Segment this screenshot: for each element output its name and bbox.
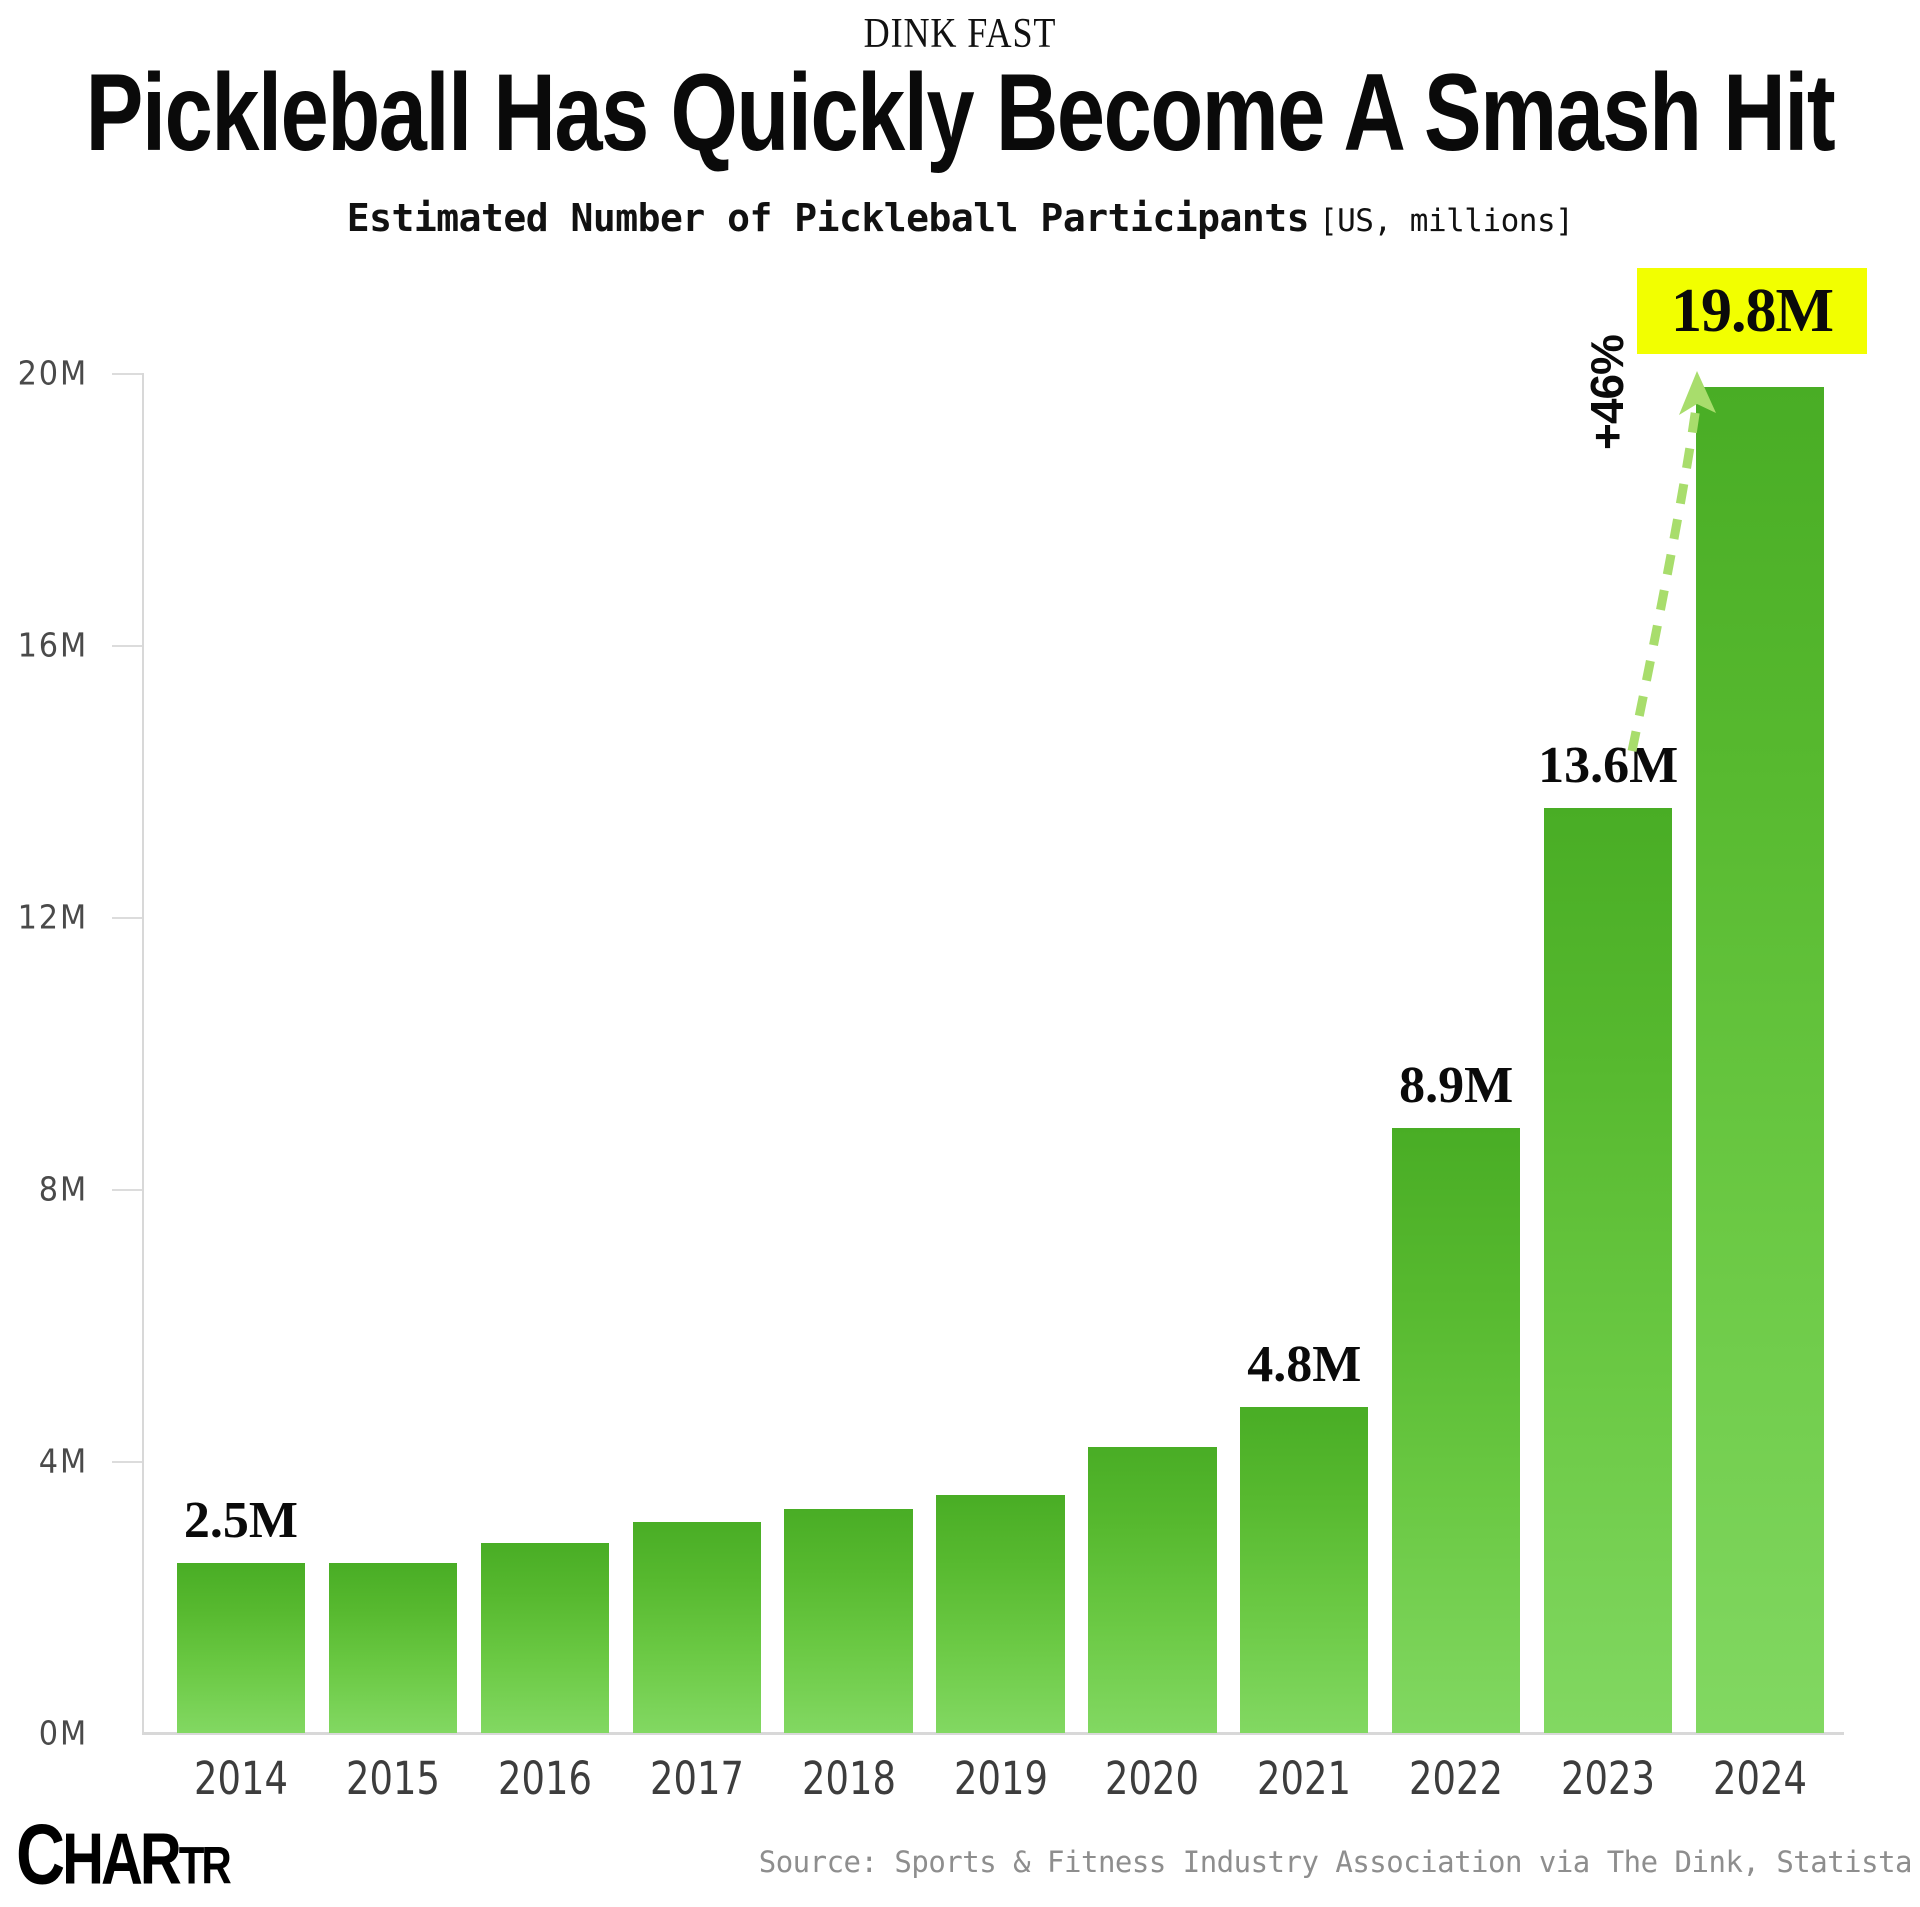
callout-value: 19.8M [1670,277,1834,345]
y-tick-mark [112,917,142,919]
bar-value-label: 8.9M [1399,1056,1514,1114]
growth-arrow-icon [1627,371,1716,752]
y-tick-label: 0M [38,1713,88,1753]
y-tick-mark [112,645,142,647]
x-tick-label: 2017 [649,1752,744,1805]
highlight-callout: 19.8M [1637,268,1867,354]
y-tick-label: 4M [38,1441,88,1481]
logo-letters-tr: TR [178,1835,232,1895]
chartr-logo: CHARTR [16,1812,232,1900]
kicker-text: DINK FAST [863,11,1057,57]
logo-letter-c: C [16,1807,65,1902]
x-tick-label: 2014 [193,1752,288,1805]
x-tick-label: 2023 [1561,1752,1656,1805]
subtitle: Estimated Number of Pickleball Participa… [0,196,1920,240]
bar-2015[interactable] [328,1563,458,1733]
logo-letters-har: HAR [62,1818,182,1900]
subtitle-main: Estimated Number of Pickleball Participa… [346,196,1310,240]
x-tick-label: 2018 [801,1752,896,1805]
bar-value-label: 13.6M [1538,737,1679,795]
y-tick-mark [112,373,142,375]
y-tick-mark [112,1189,142,1191]
page-title: Pickleball Has Quickly Become A Smash Hi… [85,50,1836,174]
bar-2020[interactable] [1088,1447,1217,1733]
bar-2023[interactable] [1543,808,1673,1733]
x-tick-label: 2020 [1105,1752,1200,1805]
bar-2024[interactable] [1695,386,1825,1733]
x-tick-label: 2024 [1713,1752,1807,1805]
y-tick-label: 16M [17,625,88,665]
growth-percent-label: +46% [1581,335,1633,450]
x-tick-label: 2019 [953,1752,1048,1805]
bar-2018[interactable] [784,1508,913,1733]
bar-value-label: 2.5M [183,1492,298,1549]
x-axis-baseline [142,1732,1844,1735]
x-tick-label: 2022 [1409,1752,1504,1805]
x-tick-label: 2016 [497,1752,592,1805]
subtitle-unit: [US, millions] [1318,203,1574,239]
y-tick-label: 12M [17,897,88,937]
x-tick-label: 2015 [345,1752,440,1805]
bar-2022[interactable] [1392,1127,1521,1733]
bar-2019[interactable] [936,1495,1065,1733]
bar-2021[interactable] [1240,1406,1369,1733]
x-tick-label: 2021 [1257,1752,1352,1805]
y-axis-line [142,373,144,1733]
bar-value-label: 4.8M [1247,1335,1362,1393]
bar-2016[interactable] [480,1542,609,1733]
bar-2014[interactable] [176,1563,306,1733]
y-tick-label: 8M [38,1169,88,1209]
source-attribution: Source: Sports & Fitness Industry Associ… [758,1845,1913,1879]
bar-2017[interactable] [632,1522,761,1733]
y-tick-mark [112,1461,142,1463]
y-tick-label: 20M [17,353,88,393]
